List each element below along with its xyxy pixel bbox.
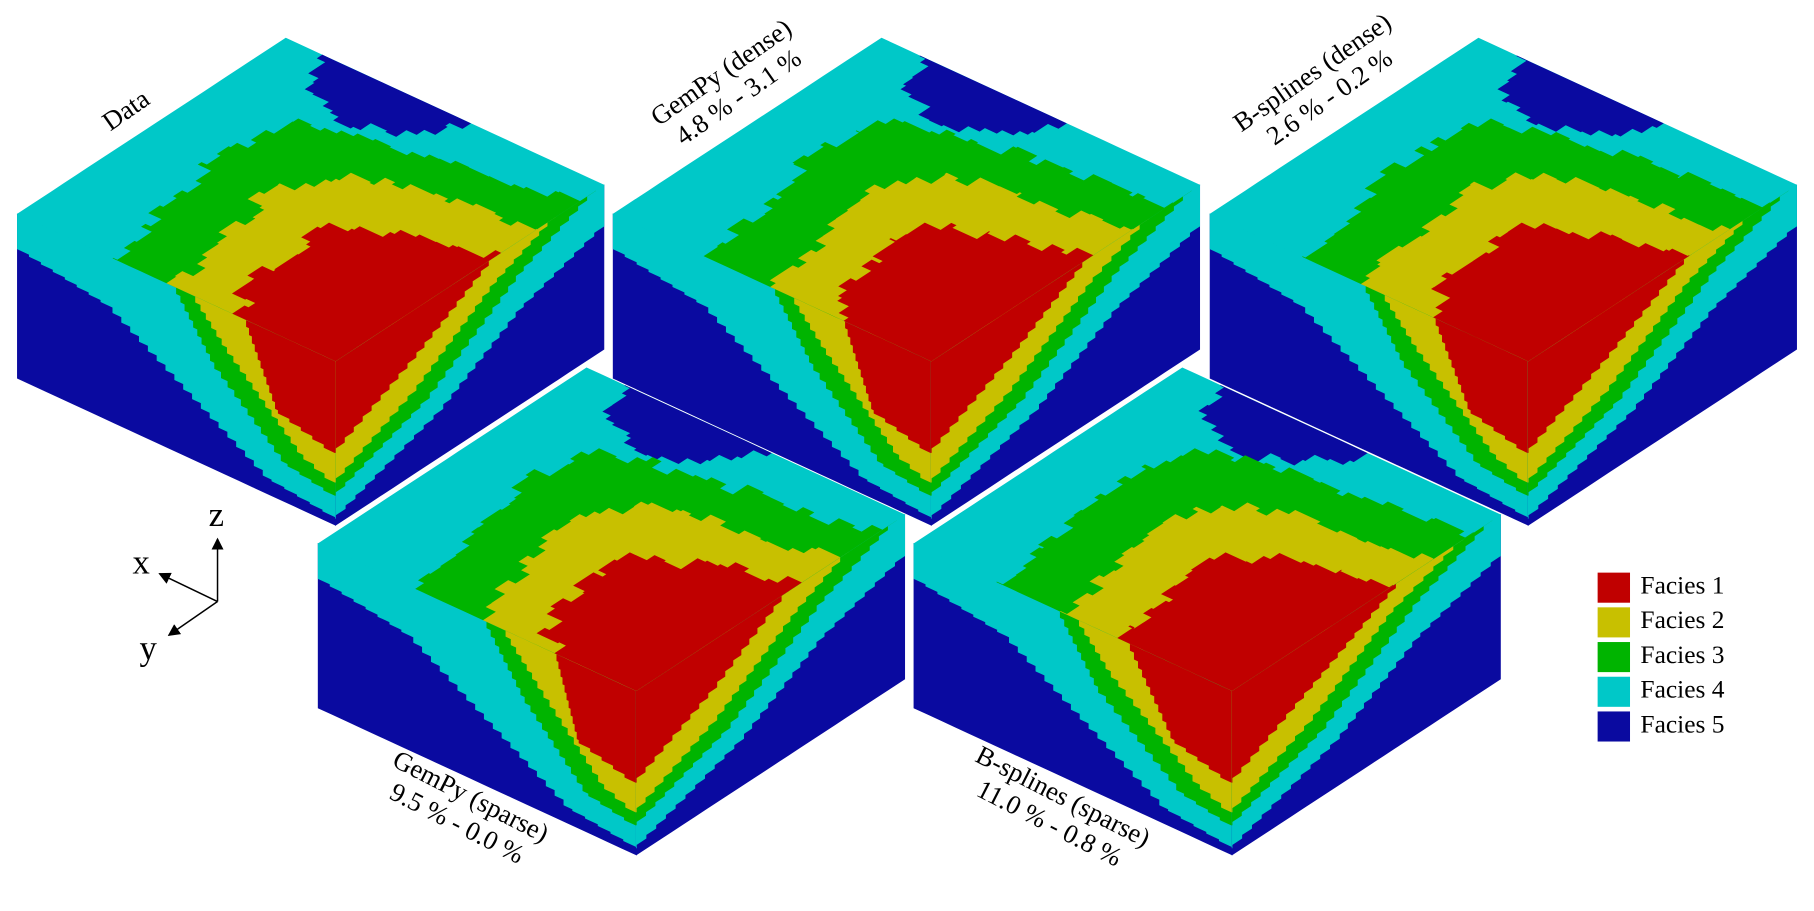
legend-label: Facies 3 <box>1640 640 1724 669</box>
top-layer <box>1198 385 1368 466</box>
y-label: y <box>139 628 157 667</box>
top-layer <box>602 385 772 465</box>
top-layer <box>900 55 1067 136</box>
block-model <box>317 367 906 856</box>
top-layer <box>231 222 502 362</box>
legend-label: Facies 5 <box>1640 709 1724 738</box>
legend-swatch <box>1597 572 1631 603</box>
top-layer <box>1431 222 1690 362</box>
block-model <box>1209 37 1798 526</box>
x-arrow <box>158 572 218 603</box>
top-layer <box>1117 552 1394 692</box>
panel-title: Data <box>96 83 154 136</box>
legend: Facies 1 Facies 2 Facies 3 Facies 4 Facies 5 <box>1597 571 1725 742</box>
top-layer <box>837 222 1094 362</box>
legend-swatch <box>1597 711 1631 742</box>
x-label: x <box>133 543 150 582</box>
y-arrow <box>167 600 218 636</box>
axis-triad: z x y <box>133 495 225 667</box>
models <box>16 37 1798 856</box>
legend-label: Facies 1 <box>1640 571 1724 600</box>
z-label: z <box>209 495 224 534</box>
legend-swatch <box>1597 676 1631 707</box>
legend-swatch <box>1597 642 1631 673</box>
top-layer <box>1497 55 1664 137</box>
top-layer <box>304 54 472 137</box>
block-model <box>16 37 605 526</box>
legend-label: Facies 4 <box>1640 675 1724 704</box>
block-model <box>913 367 1502 856</box>
legend-label: Facies 2 <box>1640 605 1724 634</box>
block-model <box>612 37 1201 526</box>
legend-swatch <box>1597 607 1631 638</box>
top-layer <box>536 552 802 692</box>
